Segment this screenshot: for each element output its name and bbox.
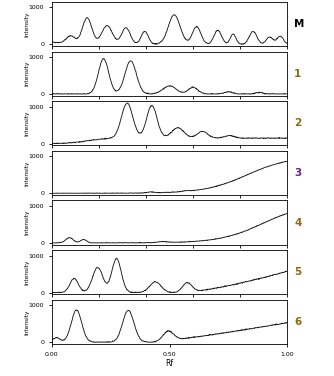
Y-axis label: Intensity: Intensity (24, 210, 29, 235)
Text: M: M (294, 19, 305, 29)
Text: 5: 5 (294, 267, 302, 277)
X-axis label: Rf: Rf (165, 359, 174, 368)
Text: 6: 6 (294, 317, 302, 327)
Y-axis label: Intensity: Intensity (24, 259, 29, 285)
Text: 4: 4 (294, 218, 302, 227)
Text: 3: 3 (294, 168, 302, 178)
Y-axis label: Intensity: Intensity (24, 309, 29, 335)
Text: 1: 1 (294, 69, 302, 79)
Y-axis label: Intensity: Intensity (24, 111, 29, 136)
Y-axis label: Intensity: Intensity (24, 11, 29, 37)
Y-axis label: Intensity: Intensity (24, 160, 29, 186)
Y-axis label: Intensity: Intensity (24, 61, 29, 86)
Text: 2: 2 (294, 118, 302, 128)
